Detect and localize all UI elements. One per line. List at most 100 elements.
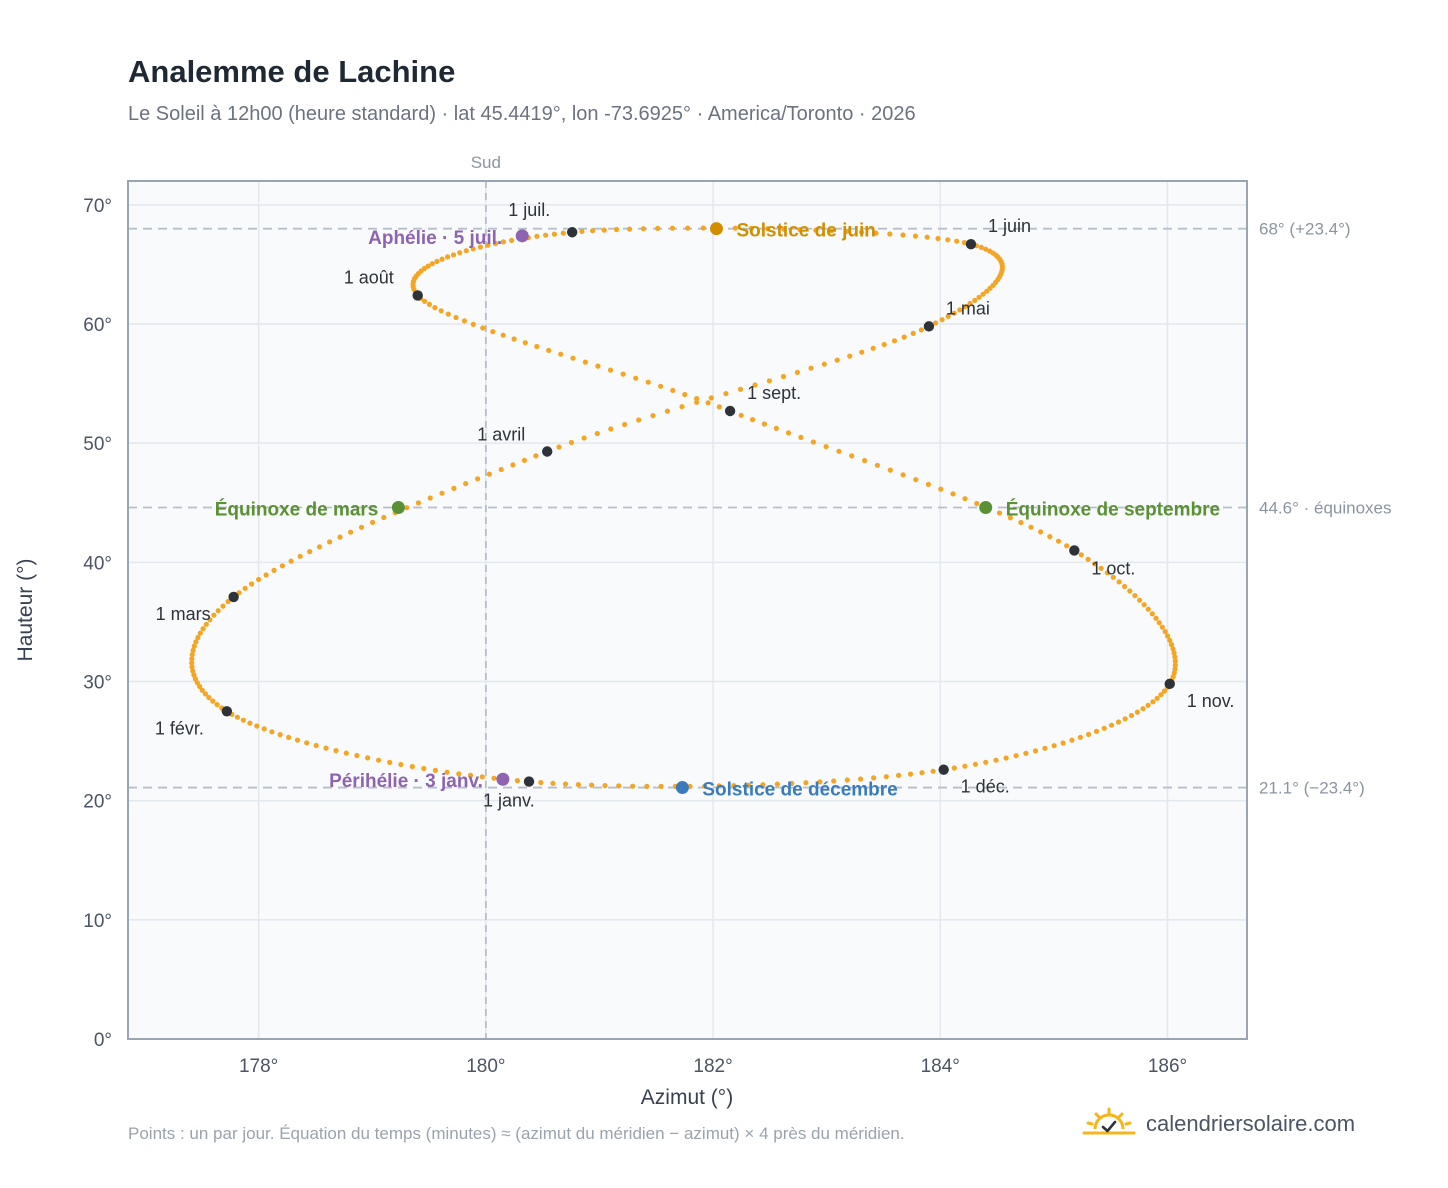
event-label: Aphélie · 5 juil. (368, 228, 502, 249)
daily-point (607, 367, 614, 373)
daily-point (234, 714, 240, 720)
daily-point (785, 430, 792, 436)
daily-point (551, 231, 558, 237)
daily-point (575, 782, 582, 788)
daily-point (622, 421, 628, 428)
daily-point (773, 425, 779, 431)
daily-point (450, 252, 457, 258)
daily-point (1150, 699, 1156, 705)
daily-point (1023, 750, 1029, 756)
daily-point (1145, 606, 1151, 612)
daily-point (1047, 534, 1053, 540)
brand-link[interactable]: calendriersolaire.com (1082, 1104, 1355, 1144)
daily-point (463, 481, 469, 487)
daily-point (844, 228, 850, 234)
daily-point (225, 598, 231, 605)
daily-point (613, 226, 620, 233)
daily-point (945, 237, 951, 243)
x-axis-label: Azimut (°) (641, 1086, 733, 1109)
month-label: 1 mai (946, 298, 990, 318)
daily-point (1122, 583, 1128, 590)
daily-point (543, 232, 549, 238)
x-tick-label: 178° (239, 1056, 278, 1077)
daily-point (862, 458, 868, 464)
daily-point (594, 430, 600, 437)
daily-point (409, 764, 415, 770)
daily-point (470, 246, 476, 252)
month-label: 1 mars (156, 604, 211, 624)
daily-point (870, 345, 876, 351)
daily-point (337, 534, 343, 540)
daily-point (581, 435, 587, 441)
daily-point (432, 767, 438, 774)
daily-point (480, 325, 486, 331)
daily-point (1115, 719, 1122, 725)
reference-label: 68° (+23.4°) (1259, 220, 1351, 239)
daily-point (702, 783, 708, 789)
event-point (675, 781, 689, 795)
month-label: 1 juin (988, 216, 1031, 236)
month-point (1069, 545, 1080, 556)
event-point (391, 501, 405, 515)
daily-point (669, 225, 676, 231)
daily-point (1140, 706, 1146, 712)
month-point (566, 227, 578, 238)
daily-point (467, 772, 474, 779)
daily-point (1158, 692, 1164, 698)
daily-point (658, 383, 664, 389)
daily-point (189, 656, 195, 662)
daily-point (803, 780, 809, 786)
month-point (523, 776, 535, 787)
daily-point (760, 782, 766, 788)
daily-point (558, 351, 564, 357)
daily-point (983, 246, 989, 252)
daily-point (980, 291, 986, 297)
daily-point (918, 327, 925, 333)
daily-point (716, 783, 722, 789)
daily-point (570, 355, 576, 361)
daily-point (1134, 709, 1140, 715)
daily-point (475, 476, 481, 482)
plot-background (128, 181, 1247, 1039)
daily-point (190, 647, 196, 654)
daily-point (422, 298, 428, 304)
daily-point (655, 225, 661, 231)
daily-point (694, 396, 700, 402)
event-label: Solstice de juin (736, 221, 875, 242)
daily-point (984, 288, 990, 294)
daily-point (1116, 579, 1122, 585)
daily-point (210, 698, 216, 704)
daily-point (700, 225, 706, 231)
daily-point (664, 408, 671, 414)
daily-point (456, 771, 462, 777)
daily-point (490, 329, 496, 335)
daily-point (348, 529, 354, 535)
daily-point (834, 357, 840, 363)
daily-point (203, 621, 209, 627)
daily-point (983, 759, 989, 765)
daily-point (193, 639, 199, 645)
daily-point (192, 676, 198, 682)
daily-point (644, 783, 650, 790)
daily-point (859, 349, 865, 355)
daily-point (288, 558, 294, 564)
daily-point (797, 227, 803, 233)
daily-point (439, 256, 445, 262)
daily-point (650, 413, 656, 419)
daily-point (538, 779, 544, 786)
daily-point (263, 572, 269, 578)
daily-point (307, 549, 313, 555)
daily-point (485, 242, 491, 248)
daily-point (438, 308, 444, 314)
daily-point (457, 250, 463, 256)
daily-point (732, 225, 738, 231)
daily-point (509, 237, 515, 243)
daily-point (202, 691, 208, 697)
daily-point (249, 581, 255, 587)
month-point (221, 706, 233, 717)
daily-point (445, 254, 451, 260)
brand-name: calendriersolaire.com (1146, 1111, 1356, 1136)
month-point (1164, 678, 1175, 690)
daily-point (1153, 615, 1159, 621)
daily-point (620, 371, 626, 377)
